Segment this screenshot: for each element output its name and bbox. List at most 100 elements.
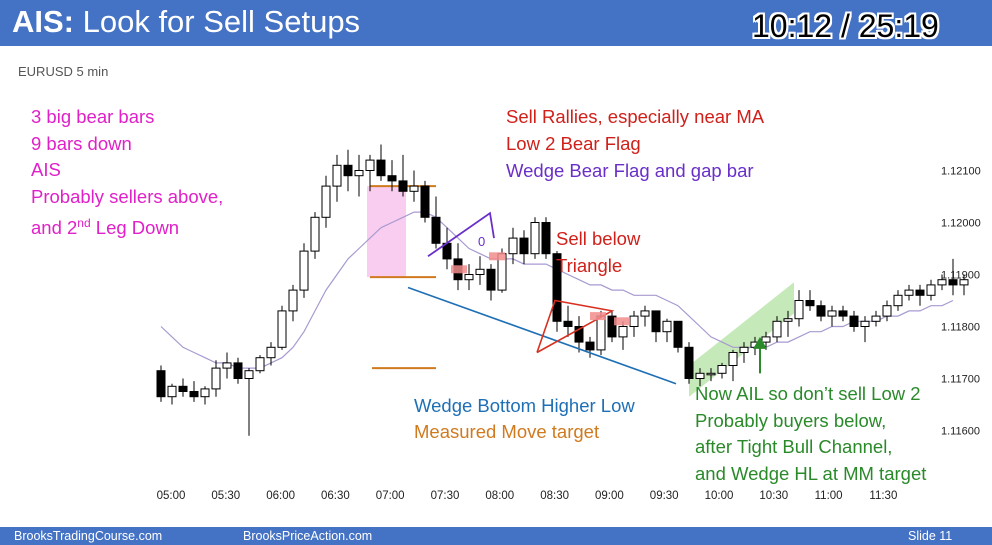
bull-candle: [827, 310, 837, 317]
bull-candle: [244, 370, 254, 380]
note-wedge-bottom: Wedge Bottom Higher Low: [414, 395, 635, 416]
bull-candle: [893, 294, 903, 307]
bear-candle: [387, 175, 397, 182]
bull-candle: [299, 250, 309, 291]
note-now-ail-line-2: Probably buyers below,: [695, 409, 887, 431]
x-tick-label: 06:00: [266, 490, 295, 502]
bear-candle: [189, 391, 199, 398]
x-tick-label: 06:30: [321, 490, 350, 502]
note-sell-below-line-2: Triangle: [556, 254, 623, 276]
x-tick-label: 07:30: [431, 490, 460, 502]
note-wedge-flag: Wedge Bear Flag and gap bar: [506, 160, 754, 181]
bear-candle: [233, 362, 243, 379]
bear-candle: [431, 216, 441, 244]
wedge-bottom-line: [407, 286, 677, 385]
x-tick-label: 07:00: [376, 490, 405, 502]
bear-candle: [651, 310, 661, 333]
note-now-ail-line-3: after Tight Bull Channel,: [695, 436, 893, 457]
sell-signal-marker: [451, 265, 467, 274]
note-now-ail-line-4: and Wedge HL at MM target: [695, 462, 927, 484]
bull-candle: [409, 185, 419, 192]
triangle-pattern: [536, 299, 615, 354]
bull-channel-band: [689, 282, 794, 397]
bull-candle: [717, 365, 727, 374]
bear-candle: [178, 385, 188, 392]
bull-candle: [706, 372, 716, 376]
note-now-ail: Now AIL so don’t sell Low 2 Probably buy…: [695, 381, 926, 487]
bull-candle: [882, 305, 892, 317]
footer-left: BrooksTradingCourse.com: [14, 529, 163, 543]
bear-candle: [684, 346, 694, 379]
note-now-ail-line-1: Now AIL so don’t sell Low 2: [695, 383, 921, 404]
bear-candle: [563, 320, 573, 327]
bull-candle: [255, 357, 265, 372]
note-left-line-4: Probably sellers above,: [31, 185, 224, 207]
bear-candle: [607, 315, 617, 338]
bull-candle: [662, 320, 672, 333]
bear-candle: [574, 326, 584, 343]
note-low2: Low 2 Bear Flag: [506, 133, 641, 154]
x-tick-label: 09:30: [650, 490, 679, 502]
x-tick-label: 11:30: [869, 490, 897, 502]
bear-candle: [915, 289, 925, 296]
buy-arrow-head: [753, 336, 767, 349]
note-left-line-1: 3 big bear bars: [31, 106, 155, 127]
bull-candle: [464, 274, 474, 281]
x-tick-label: 10:30: [759, 490, 788, 502]
bull-candle: [761, 336, 771, 343]
bull-candle: [475, 268, 485, 275]
bear-candle: [552, 253, 562, 322]
footer-right: Slide 11: [908, 529, 953, 543]
wedge-flag-line: [427, 211, 495, 258]
note-left-line-2: 9 bars down: [31, 132, 132, 154]
note-mm-target: Measured Move target: [414, 421, 600, 442]
bull-candle: [739, 346, 749, 353]
candlestick-chart: 1.11600 1.11700 1.11800 1.11900 1.12000 1.121…: [156, 144, 981, 502]
note-left-line-5: and 2nd Leg Down: [31, 216, 180, 239]
bull-candle: [277, 310, 287, 348]
bull-candle: [222, 362, 232, 369]
bull-candle: [871, 315, 881, 322]
bear-bars-box: [367, 186, 406, 278]
bear-candle: [519, 237, 529, 255]
bull-candle: [926, 284, 936, 296]
chart-symbol: EURUSD 5 min: [18, 64, 109, 79]
bull-candle: [860, 320, 870, 327]
bull-candle: [211, 367, 221, 390]
bull-candle: [772, 320, 782, 338]
slide-title: AIS: Look for Sell Setups: [12, 4, 361, 39]
bull-candle: [288, 289, 298, 312]
bear-candle: [376, 159, 386, 177]
bear-candle: [486, 268, 496, 291]
bear-candle: [673, 320, 683, 348]
header-bar: AIS: Look for Sell Setups 10:12 / 25:19: [0, 0, 992, 46]
x-tick-label: 08:30: [540, 490, 569, 502]
bull-candle: [728, 352, 738, 366]
note-sell-below: Sell below Triangle: [556, 226, 640, 279]
bull-candle: [508, 237, 518, 255]
bull-candle: [937, 279, 947, 286]
y-tick-label: 1.11600: [941, 426, 980, 438]
x-tick-label: 08:00: [485, 490, 514, 502]
bull-candle: [332, 164, 342, 187]
y-tick-label: 1.11900: [941, 270, 980, 282]
note-left-line-3: AIS: [31, 159, 61, 180]
note-left: 3 big bear bars 9 bars down AIS Probably…: [31, 104, 223, 242]
bull-candle: [629, 315, 639, 328]
note-sell-rallies: Sell Rallies, especially near MA: [506, 106, 765, 127]
y-tick-label: 1.11800: [941, 322, 980, 334]
bull-candle: [310, 216, 320, 252]
bull-candle: [904, 289, 914, 296]
bear-candle: [805, 300, 815, 307]
x-tick-label: 09:00: [595, 490, 624, 502]
bull-candle: [200, 388, 210, 398]
wedge-flag-marker: 0: [478, 234, 485, 249]
y-tick-label: 1.12100: [941, 166, 981, 178]
bull-candle: [321, 185, 331, 218]
bear-candle: [838, 310, 848, 317]
bull-candle: [794, 300, 804, 320]
y-tick-label: 1.11700: [941, 374, 980, 386]
sell-signal-marker: [590, 312, 606, 321]
bear-candle: [343, 164, 353, 177]
y-tick-label: 1.12000: [941, 218, 981, 230]
